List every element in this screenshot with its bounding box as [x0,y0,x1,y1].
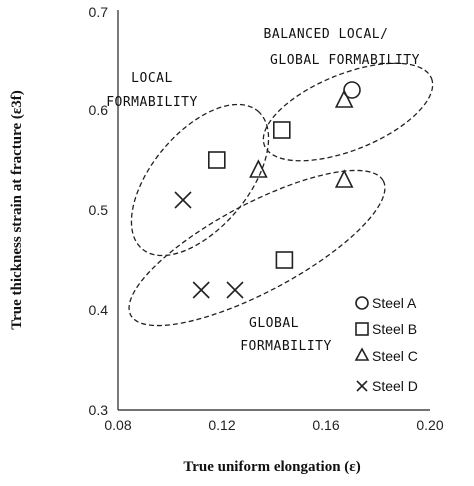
data-points [174,81,361,299]
y-ticks: 0.3 0.4 0.5 0.6 0.7 [89,4,109,418]
legend-item-steel-d: Steel D [356,378,418,394]
x-tick-label: 0.20 [416,417,443,433]
data-point-square [272,121,291,139]
legend-label: Steel B [372,321,417,337]
legend-triangle-marker [354,347,370,361]
y-tick-label: 0.6 [89,102,109,118]
balanced-region-ellipse [262,62,434,162]
y-tick-label: 0.7 [89,4,109,20]
legend-label: Steel C [372,348,418,364]
x-tick-label: 0.08 [104,417,131,433]
legend-item-steel-b: Steel B [355,321,417,337]
data-point-cross-stroke [192,281,210,299]
legend-circle-marker [355,296,369,310]
y-tick-label: 0.5 [89,202,109,218]
local-annotation-line2: FORMABILITY [106,95,198,110]
data-point-square [208,151,226,169]
global-region-ellipse [128,169,386,327]
data-point-cross [174,191,192,209]
local-annotation-line1: LOCAL [131,71,173,86]
x-tick-label: 0.12 [208,417,235,433]
legend-cross-marker [356,380,368,392]
legend-label: Steel D [372,378,418,394]
x-axis-title: True uniform elongation (ε) [183,459,360,475]
legend: Steel A Steel B Steel C Steel D [354,295,418,394]
data-point-cross-stroke [226,281,244,299]
global-annotation-line2: FORMABILITY [240,339,332,354]
local-region-ellipse [130,103,270,257]
balanced-annotation-line2: GLOBAL FORMABILITY [270,53,420,68]
y-axis-title: True thickness strain at fracture (ε3f) [9,90,25,330]
data-point-cross-stroke [174,191,192,209]
y-tick-label: 0.3 [89,402,109,418]
x-tick-label: 0.16 [312,417,339,433]
data-point-square [275,251,294,269]
legend-item-steel-c: Steel C [354,347,418,364]
legend-square-marker [355,322,369,336]
data-point-triangle [249,159,268,178]
global-annotation-line1: GLOBAL [249,316,299,331]
data-point-triangle [334,89,354,108]
x-ticks: 0.08 0.12 0.16 0.20 [104,417,443,433]
y-tick-label: 0.4 [89,302,109,318]
balanced-annotation-line1: BALANCED LOCAL/ [264,27,389,42]
legend-label: Steel A [372,295,417,311]
data-point-cross [226,281,244,299]
data-point-cross [192,281,210,299]
data-point-triangle [334,169,354,188]
legend-item-steel-a: Steel A [355,295,417,311]
